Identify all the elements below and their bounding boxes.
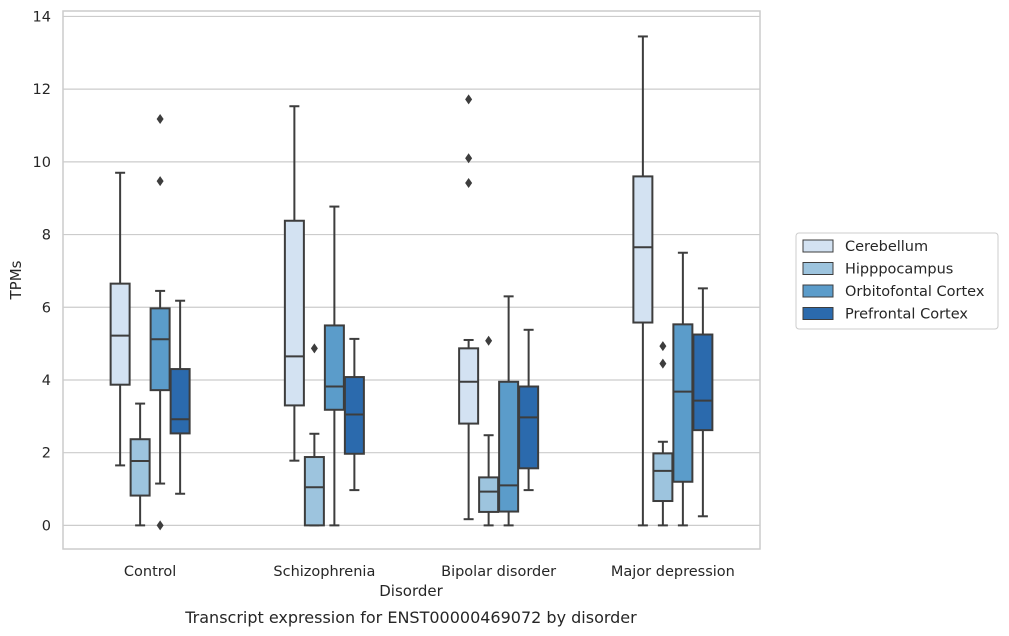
x-tick-label: Schizophrenia (273, 564, 375, 580)
outlier-point (465, 94, 473, 105)
box-iqr (303, 456, 325, 527)
outlier-point (156, 520, 164, 531)
box-2-1 (283, 105, 305, 462)
box-iqr (109, 282, 131, 386)
box-1-1 (109, 171, 131, 467)
box-iqr (323, 324, 345, 411)
box-1-4 (169, 299, 191, 495)
legend-label: Orbitofontal Cortex (845, 284, 985, 300)
box-iqr (283, 219, 305, 407)
box-4-2 (652, 341, 674, 527)
chart-caption: Transcript expression for ENST0000046907… (184, 608, 637, 627)
y-tick-label: 2 (42, 446, 51, 462)
y-tick-label: 14 (33, 9, 51, 25)
y-tick-label: 8 (42, 228, 51, 244)
x-axis-title: Disorder (379, 582, 443, 600)
box-iqr (458, 347, 480, 425)
box-4-1 (632, 35, 654, 527)
y-tick-label: 12 (33, 82, 51, 98)
box-3-4 (518, 328, 540, 492)
box-iqr (129, 438, 151, 497)
legend: Cerebellum Hipppocampus Orbitofontal Corte… (795, 232, 999, 330)
y-tick-label: 0 (42, 518, 51, 534)
box-2-2 (303, 343, 325, 527)
outlier-point (659, 358, 667, 369)
legend-swatch (802, 262, 834, 275)
x-tick-label: Bipolar disorder (441, 564, 556, 580)
box-3-3 (498, 295, 520, 527)
box-iqr (672, 323, 694, 483)
box-1-3 (149, 113, 171, 531)
y-tick-label: 6 (42, 300, 51, 316)
y-tick-label: 10 (33, 155, 51, 171)
x-tick-label: Control (124, 564, 176, 580)
box-iqr (169, 368, 191, 435)
box-iqr (632, 175, 654, 324)
outlier-point (465, 177, 473, 188)
box-iqr (478, 476, 500, 513)
legend-label: Prefrontal Cortex (845, 307, 968, 323)
box-4-3 (672, 251, 694, 527)
gridlines (63, 15, 760, 526)
legend-frame (795, 232, 999, 330)
box-2-4 (343, 337, 365, 492)
box-2-3 (323, 205, 345, 527)
legend-label: Hipppocampus (845, 262, 953, 278)
box-iqr (149, 307, 171, 392)
outlier-point (485, 335, 493, 346)
legend-swatch (802, 307, 834, 320)
y-tick-label: 4 (42, 373, 51, 389)
legend-label: Cerebellum (845, 239, 928, 255)
outlier-point (310, 343, 318, 354)
x-tick-label: Major depression (611, 564, 735, 580)
outlier-point (156, 176, 164, 187)
legend-swatch (802, 239, 834, 253)
plot-frame (62, 10, 761, 550)
box-4-4 (692, 287, 714, 518)
box-3-1 (458, 94, 480, 521)
outlier-point (465, 153, 473, 164)
box-iqr (518, 385, 540, 470)
x-tick-labels: Control Schizophrenia Bipolar disorder Majo… (124, 564, 735, 580)
outlier-point (156, 113, 164, 124)
boxes (109, 35, 714, 531)
legend-swatch (802, 284, 834, 298)
y-tick-labels: 0 2 4 6 8 10 12 14 (33, 9, 51, 534)
box-iqr (498, 380, 520, 513)
box-1-2 (129, 402, 151, 527)
box-iqr (692, 333, 714, 432)
box-3-2 (478, 335, 500, 527)
y-axis-title: TPMs (7, 260, 25, 300)
box-iqr (652, 452, 674, 503)
outlier-point (659, 341, 667, 352)
